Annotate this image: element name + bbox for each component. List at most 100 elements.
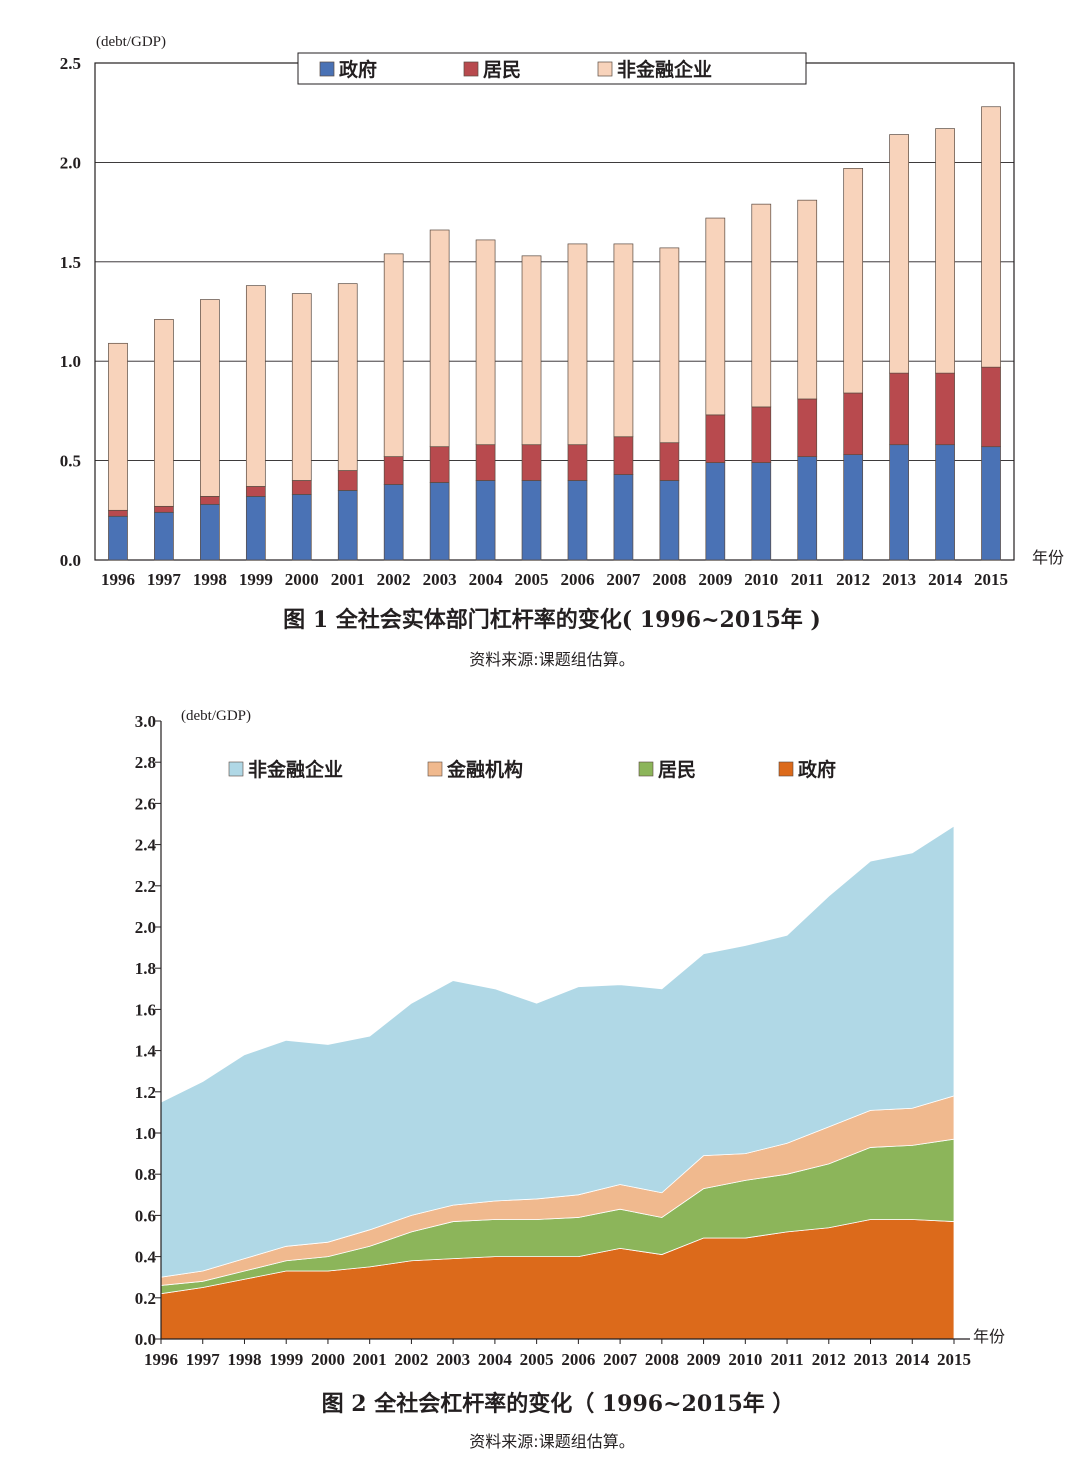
fig1-x-axis-label: 年份 bbox=[1032, 548, 1064, 567]
fig2-legend-label: 金融机构 bbox=[446, 758, 523, 781]
fig2-x-tick-label: 2000 bbox=[311, 1350, 345, 1369]
fig1-bar-居民-2000 bbox=[291, 480, 312, 495]
fig1-legend-swatch bbox=[597, 61, 613, 77]
fig2-x-tick-label: 2007 bbox=[603, 1350, 638, 1369]
fig1-bar-非金融企业-2013 bbox=[889, 134, 909, 374]
fig1-bar-非金融企业-2007 bbox=[613, 243, 634, 438]
fig1-bar-非金融企业-2006 bbox=[567, 243, 588, 446]
fig2-x-tick-label: 2015 bbox=[937, 1350, 971, 1369]
fig2-x-tick-label: 2013 bbox=[854, 1350, 888, 1369]
fig1-bar-居民-2009 bbox=[705, 414, 726, 463]
fig1-x-tick-label: 2003 bbox=[423, 570, 457, 589]
fig1-unit-label: (debt/GDP) bbox=[96, 34, 166, 50]
fig1-bar-政府-1999 bbox=[245, 496, 266, 561]
fig1-bar-非金融企业-2001 bbox=[337, 283, 358, 471]
fig1-x-tick-label: 2009 bbox=[698, 570, 732, 589]
figure-1-bar-chart: 0.0 0.5 1.0 1.5 2.0 2.5 1996 1997 1998 1999 2000 20… bbox=[60, 34, 1064, 669]
fig1-bar-政府-2008 bbox=[659, 480, 680, 561]
fig1-bar-居民-1997 bbox=[154, 505, 174, 513]
fig1-bar-居民-1998 bbox=[200, 496, 220, 505]
fig2-y-tick-label: 0.6 bbox=[135, 1206, 156, 1225]
fig1-bar-政府-2004 bbox=[475, 480, 496, 561]
fig1-bar-非金融企业-2011 bbox=[797, 199, 818, 400]
fig2-legend-label: 非金融企业 bbox=[248, 758, 343, 781]
fig1-bar-政府-2011 bbox=[797, 456, 818, 561]
fig1-bar-非金融企业-2008 bbox=[659, 247, 680, 444]
fig1-bar-非金融企业-1999 bbox=[245, 285, 266, 487]
fig1-bar-政府-2013 bbox=[889, 444, 909, 561]
fig2-x-tick-label: 2009 bbox=[687, 1350, 721, 1369]
fig1-y-tick-label: 1.5 bbox=[60, 253, 81, 272]
fig1-bar-政府-2006 bbox=[567, 480, 588, 561]
fig1-bar-居民-2007 bbox=[613, 436, 634, 475]
fig1-plot-frame bbox=[94, 62, 1015, 561]
fig1-x-tick-label: 2008 bbox=[652, 570, 686, 589]
fig2-x-tick-label: 2014 bbox=[895, 1350, 930, 1369]
fig2-y-tick-label: 1.8 bbox=[135, 959, 156, 978]
fig1-bar-非金融企业-2003 bbox=[429, 229, 450, 448]
fig2-y-tick-label: 2.0 bbox=[135, 918, 156, 937]
fig1-bar-居民-1999 bbox=[245, 486, 266, 497]
fig2-x-tick-label: 2005 bbox=[520, 1350, 554, 1369]
fig1-x-tick-label: 2005 bbox=[515, 570, 549, 589]
fig1-x-tick-label: 2010 bbox=[744, 570, 778, 589]
fig2-source: 资料来源:课题组估算。 bbox=[469, 1432, 634, 1451]
fig2-y-tick-label: 2.8 bbox=[135, 753, 156, 772]
fig2-x-tick-label: 1999 bbox=[269, 1350, 303, 1369]
fig1-bar-政府-2002 bbox=[383, 484, 404, 561]
fig1-source: 资料来源:课题组估算。 bbox=[469, 650, 634, 669]
fig2-x-tick-label: 2001 bbox=[353, 1350, 387, 1369]
fig1-bar-政府-2007 bbox=[613, 474, 634, 561]
fig1-y-tick-label: 0.0 bbox=[60, 551, 81, 570]
fig1-bar-非金融企业-2002 bbox=[383, 253, 404, 457]
fig1-legend-swatch bbox=[463, 61, 479, 77]
fig1-bar-政府-2014 bbox=[935, 444, 955, 561]
fig1-legend-label: 非金融企业 bbox=[617, 58, 712, 81]
fig1-bar-政府-1998 bbox=[200, 503, 220, 561]
fig2-legend-label: 政府 bbox=[798, 758, 836, 781]
fig2-y-tick-label: 0.4 bbox=[135, 1248, 157, 1267]
fig1-x-tick-label: 2000 bbox=[285, 570, 319, 589]
fig1-bar-居民-2008 bbox=[659, 442, 680, 481]
fig1-bar-非金融企业-2014 bbox=[935, 128, 955, 374]
fig1-y-tick-label: 0.5 bbox=[60, 452, 81, 471]
fig1-bar-非金融企业-2000 bbox=[291, 293, 312, 481]
fig2-y-tick-label: 2.2 bbox=[135, 877, 156, 896]
fig1-bar-政府-2000 bbox=[291, 494, 312, 561]
fig2-unit-label: (debt/GDP) bbox=[181, 708, 251, 724]
fig2-y-tick-label: 2.4 bbox=[135, 836, 157, 855]
fig1-x-tick-label: 2001 bbox=[331, 570, 365, 589]
fig1-x-tick-label: 1998 bbox=[193, 570, 227, 589]
fig1-bar-政府-2003 bbox=[429, 482, 450, 561]
fig2-y-tick-label: 1.0 bbox=[135, 1124, 156, 1143]
fig2-caption: 图 2 全社会杠杆率的变化（ 1996~2015年 ） bbox=[322, 1391, 795, 1417]
fig1-bar-非金融企业-1998 bbox=[200, 299, 220, 497]
fig1-bar-政府-2010 bbox=[751, 462, 772, 561]
fig2-y-tick-label: 3.0 bbox=[135, 712, 156, 731]
fig1-legend-label: 政府 bbox=[339, 58, 377, 81]
fig1-bar-居民-2004 bbox=[475, 444, 496, 481]
fig1-bar-政府-2012 bbox=[843, 454, 864, 561]
fig2-x-tick-label: 2010 bbox=[728, 1350, 762, 1369]
fig1-x-tick-label: 2004 bbox=[469, 570, 504, 589]
fig1-y-tick-label: 2.5 bbox=[60, 54, 81, 73]
fig2-x-tick-label: 1997 bbox=[186, 1350, 221, 1369]
fig1-x-tick-label: 2015 bbox=[974, 570, 1008, 589]
fig1-x-tick-label: 2014 bbox=[928, 570, 963, 589]
fig2-x-tick-label: 2002 bbox=[394, 1350, 428, 1369]
fig1-bar-政府-1997 bbox=[154, 511, 174, 561]
fig2-area-非金融企业 bbox=[160, 825, 955, 1278]
fig1-x-tick-label: 1997 bbox=[147, 570, 182, 589]
fig1-bar-非金融企业-2012 bbox=[843, 168, 864, 394]
fig2-y-tick-label: 1.4 bbox=[135, 1042, 157, 1061]
fig2-legend-swatch bbox=[778, 761, 794, 777]
fig1-bar-非金融企业-2009 bbox=[705, 217, 726, 416]
fig1-bar-居民-2010 bbox=[751, 406, 772, 463]
fig2-x-tick-label: 2012 bbox=[812, 1350, 846, 1369]
fig2-x-tick-label: 2006 bbox=[561, 1350, 595, 1369]
fig2-x-tick-label: 1998 bbox=[227, 1350, 261, 1369]
fig1-bar-政府-1996 bbox=[108, 515, 128, 561]
fig1-bar-居民-2003 bbox=[429, 446, 450, 483]
fig2-x-tick-label: 2008 bbox=[645, 1350, 679, 1369]
fig2-y-tick-label: 2.6 bbox=[135, 794, 156, 813]
